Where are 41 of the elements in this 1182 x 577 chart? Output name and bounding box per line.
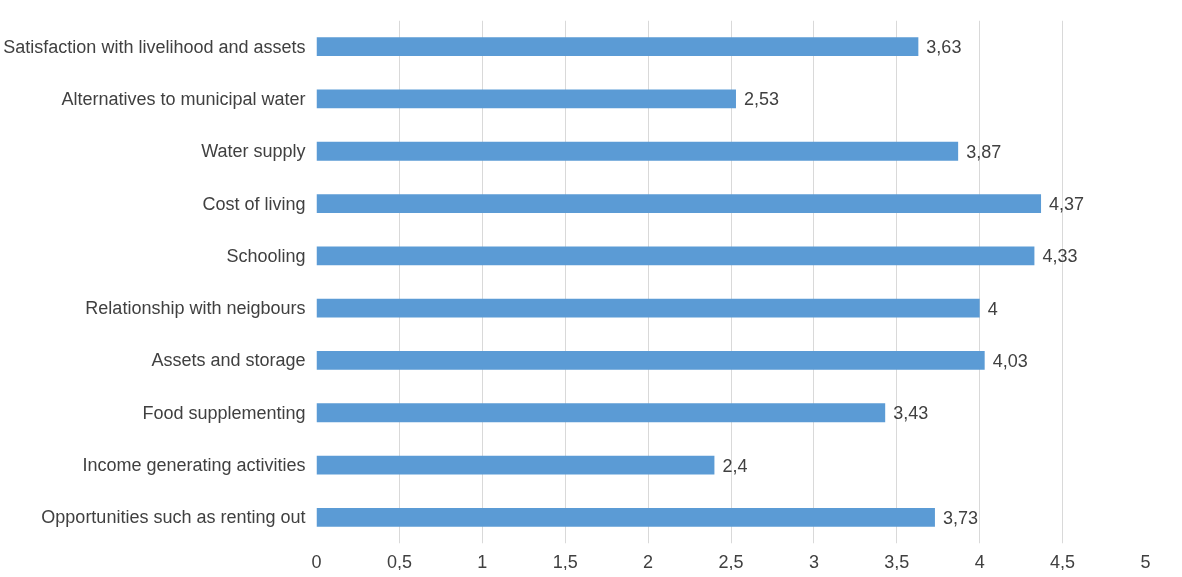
data-label: 3,73	[942, 507, 978, 528]
x-tick-label: 2	[643, 551, 654, 572]
y-tick-label: Assets and storage	[151, 350, 306, 371]
bar	[316, 141, 959, 161]
x-tick-label: 3	[808, 551, 819, 572]
data-label: 4	[987, 298, 998, 319]
data-label: 2,4	[722, 455, 748, 476]
y-tick-label: Food supplementing	[142, 402, 306, 423]
data-label: 2,53	[743, 89, 780, 110]
data-label: 4,37	[1049, 194, 1085, 215]
bar	[316, 89, 736, 109]
bar	[316, 403, 886, 423]
x-tick-label: 1	[477, 551, 488, 572]
bar	[316, 507, 935, 527]
y-tick-label: Relationship with neigbours	[85, 298, 306, 319]
y-tick-label: Schooling	[226, 245, 306, 266]
bar	[316, 455, 715, 475]
x-tick-label: 0,5	[386, 551, 412, 572]
bar	[316, 37, 919, 57]
y-tick-label: Income generating activities	[82, 455, 306, 476]
bar	[316, 298, 980, 318]
y-tick-label: Cost of living	[202, 193, 306, 214]
x-tick-label: 5	[1140, 551, 1151, 572]
data-label: 4,03	[992, 350, 1028, 371]
bar	[316, 246, 1035, 266]
x-tick-label: 3,5	[884, 551, 910, 572]
data-label: 3,87	[966, 141, 1002, 162]
bar	[316, 351, 985, 370]
y-tick-label: Opportunities such as renting out	[41, 507, 306, 528]
x-tick-label: 4	[974, 551, 985, 572]
y-tick-label: Satisfaction with livelihood and assets	[3, 36, 306, 57]
y-tick-label: Water supply	[201, 141, 306, 162]
data-label: 3,43	[893, 403, 929, 424]
x-tick-label: 0	[311, 551, 322, 572]
x-tick-label: 2,5	[718, 551, 744, 572]
x-tick-label: 4,5	[1050, 551, 1076, 572]
y-tick-label: Alternatives to municipal water	[61, 88, 306, 109]
data-label: 3,63	[926, 37, 962, 58]
bar	[316, 194, 1042, 213]
data-label: 4,33	[1042, 246, 1078, 267]
x-tick-label: 1,5	[552, 551, 578, 572]
